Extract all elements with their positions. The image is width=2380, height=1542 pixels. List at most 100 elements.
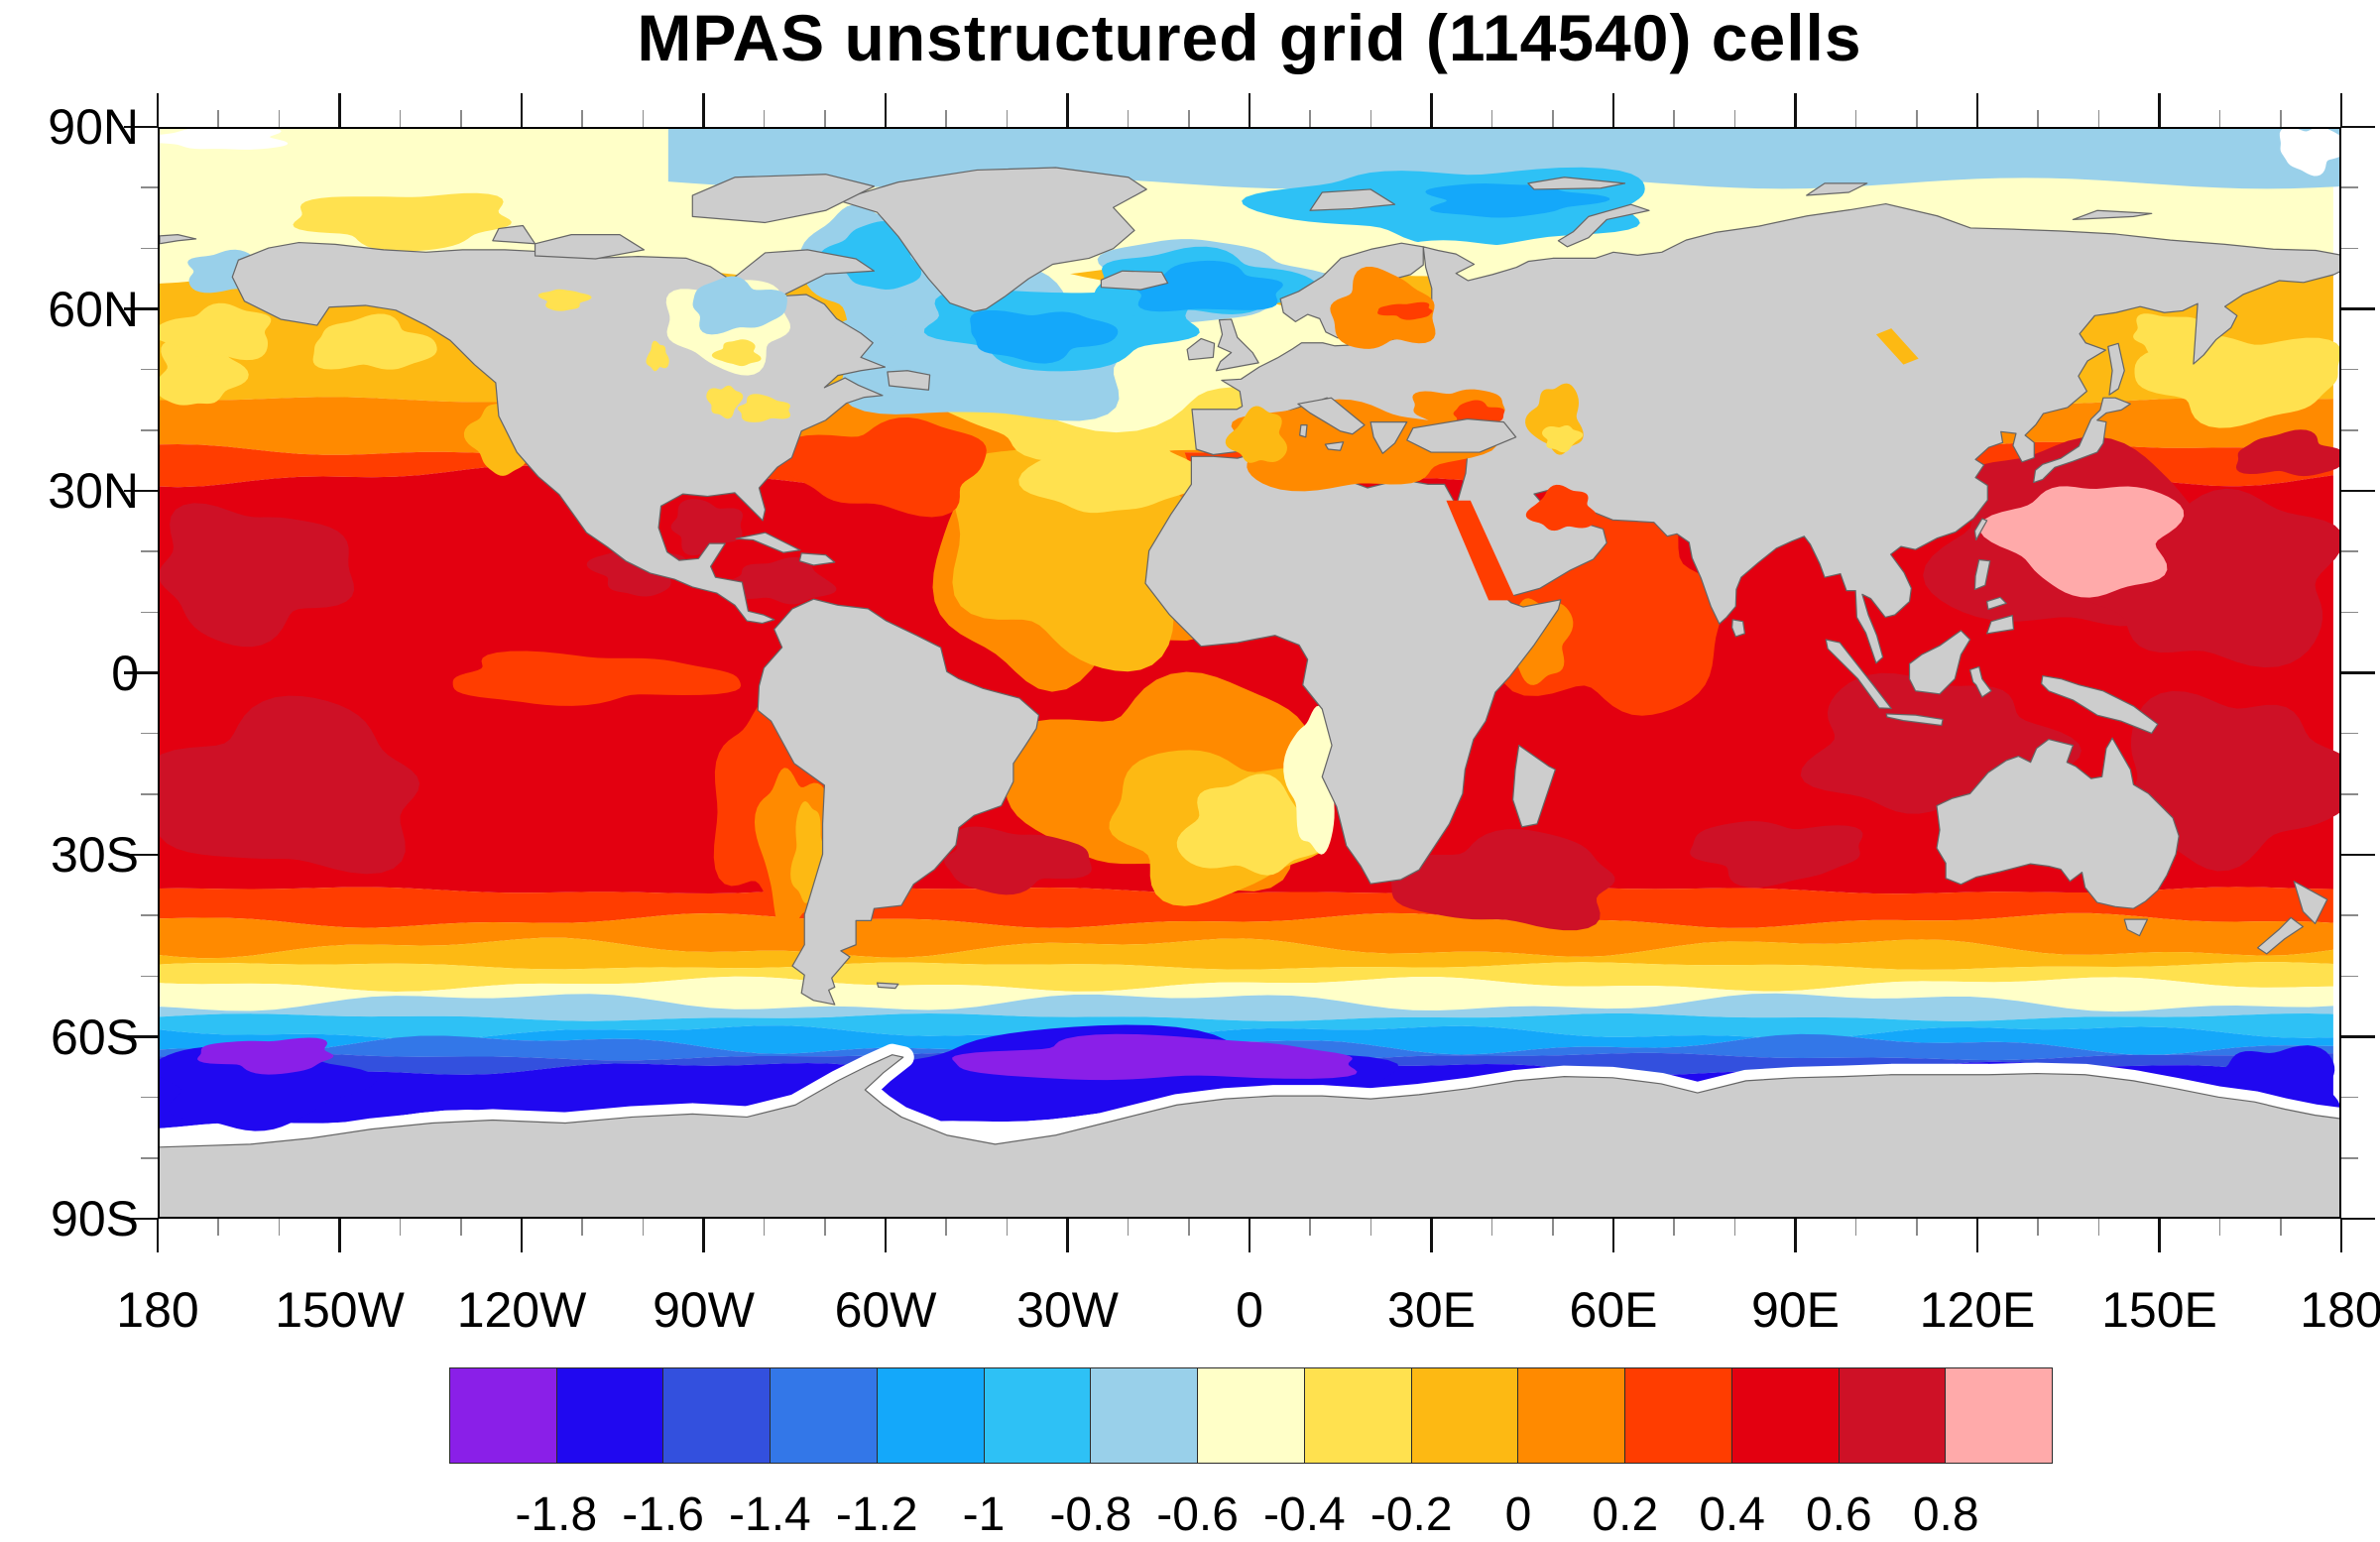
- lat-axis-tick: [141, 914, 158, 916]
- colorbar-swatch-11: [1624, 1367, 1732, 1464]
- gulf-stream-warm: [780, 416, 987, 518]
- lon-axis-tick: [338, 1219, 341, 1252]
- lat-axis-tick: [2341, 611, 2358, 614]
- lat-axis-tick: [141, 1157, 158, 1159]
- lon-axis-tick: [1309, 1219, 1311, 1236]
- lon-axis-tick: [399, 1219, 402, 1236]
- land-wrangel-island: [160, 234, 197, 245]
- colorbar-swatch-10: [1517, 1367, 1626, 1464]
- lon-axis-tick: [1006, 110, 1009, 127]
- lon-tick-label: 60W: [834, 1282, 937, 1338]
- land-sulawesi: [1968, 665, 1992, 698]
- lon-axis-tick: [2158, 93, 2161, 127]
- ocean-band: [160, 937, 2333, 970]
- dateline-nh-darkred: [160, 503, 355, 648]
- lat-tick-label: 60N: [48, 281, 139, 337]
- colorbar-swatch-1: [555, 1367, 664, 1464]
- lon-axis-tick: [338, 93, 341, 127]
- colorbar-swatch-12: [1730, 1367, 1840, 1464]
- land-sumatra: [1825, 639, 1892, 710]
- gulf-of-finland: [1377, 301, 1433, 320]
- lon-axis-tick: [1673, 110, 1675, 127]
- land-greenland: [837, 167, 1147, 312]
- lon-axis-tick: [824, 110, 826, 127]
- agulhas-darkred: [1385, 829, 1615, 931]
- lon-axis-tick: [945, 1219, 947, 1236]
- land-banks-island: [492, 224, 536, 245]
- lon-axis-tick: [2339, 93, 2343, 127]
- land-java: [1885, 713, 1944, 727]
- lat-axis-tick: [2341, 125, 2375, 129]
- land-newfoundland: [887, 370, 931, 391]
- lon-axis-tick: [1066, 93, 1069, 127]
- baffin-cyan: [819, 221, 921, 290]
- land-cuba: [735, 532, 801, 553]
- land-falkland-islands: [876, 982, 899, 990]
- ne-pacific-yellow: [160, 330, 249, 406]
- land-ireland: [1186, 337, 1216, 361]
- lon-axis-tick: [2339, 1219, 2343, 1252]
- iceland-brightblue: [1132, 260, 1283, 312]
- lon-axis-tick: [763, 1219, 766, 1236]
- lon-axis-tick: [2037, 110, 2039, 127]
- lon-tick-label: 90E: [1751, 1282, 1840, 1338]
- alaska-gulf-yellow: [312, 313, 437, 370]
- lon-axis-tick: [399, 110, 402, 127]
- lon-axis-tick: [2218, 110, 2221, 127]
- lon-axis-tick: [278, 1219, 281, 1236]
- beaufort-yellow: [293, 192, 512, 252]
- lon-axis-tick: [156, 93, 160, 127]
- lon-tick-label: 60E: [1569, 1282, 1658, 1338]
- land-borneo: [1908, 630, 1971, 695]
- land-nz-south-island: [2256, 916, 2304, 955]
- lon-axis-tick: [702, 93, 705, 127]
- lon-axis-tick: [1127, 110, 1130, 127]
- lon-axis-tick: [945, 110, 947, 127]
- lat-axis-tick: [2341, 247, 2358, 250]
- lon-tick-label: 150W: [275, 1282, 405, 1338]
- land-south-america: [757, 598, 1040, 1006]
- lat-axis-tick: [2341, 975, 2358, 978]
- lat-axis-tick: [2341, 1096, 2358, 1099]
- land-mindanao: [1986, 614, 2015, 635]
- land-ellesmere-island: [691, 174, 876, 224]
- lat-tick-label: 30S: [51, 827, 139, 883]
- lat-tick-label: 90N: [48, 99, 139, 155]
- land-franz-josef-land: [1527, 177, 1626, 190]
- lat-tick-label: 30N: [48, 463, 139, 519]
- lon-axis-tick: [1552, 110, 1554, 127]
- lon-tick-label: 150E: [2101, 1282, 2217, 1338]
- caribbean-core: [723, 556, 837, 605]
- lat-axis-tick: [124, 1217, 158, 1221]
- lat-axis-tick: [2341, 550, 2358, 552]
- ocean-band: [160, 912, 2333, 959]
- lat-axis-tick: [2341, 1217, 2375, 1221]
- lon-axis-tick: [278, 110, 281, 127]
- land-luzon: [1973, 558, 1991, 591]
- world-map-canvas: [160, 129, 2339, 1217]
- land-madagascar: [1511, 745, 1556, 828]
- lat-axis-tick: [124, 853, 158, 857]
- land-italy: [1297, 397, 1366, 435]
- lon-axis-tick: [2218, 1219, 2221, 1236]
- lat-tick-label: 0: [111, 645, 139, 701]
- lat-axis-tick: [2341, 1035, 2375, 1038]
- lon-axis-tick: [1188, 110, 1190, 127]
- colorbar-swatch-14: [1945, 1367, 2054, 1464]
- lat-axis-tick: [141, 1096, 158, 1099]
- lon-axis-tick: [217, 1219, 219, 1236]
- hudson-bay-lightblue: [692, 276, 787, 335]
- lon-axis-tick: [1733, 110, 1736, 127]
- lon-axis-tick: [884, 93, 888, 127]
- atlantic-yellow-inner: [1018, 405, 1205, 514]
- red-sea: [1446, 500, 1516, 601]
- lake-baikal: [1875, 328, 1919, 365]
- lon-tick-label: 30E: [1387, 1282, 1476, 1338]
- lon-axis-tick: [2280, 1219, 2282, 1236]
- lat-axis-tick: [2341, 793, 2358, 795]
- lat-axis-tick: [141, 732, 158, 735]
- mediterranean: [1231, 399, 1496, 492]
- land-severnaya-zemlya: [1806, 182, 1868, 196]
- ocean-band: [160, 993, 2333, 1021]
